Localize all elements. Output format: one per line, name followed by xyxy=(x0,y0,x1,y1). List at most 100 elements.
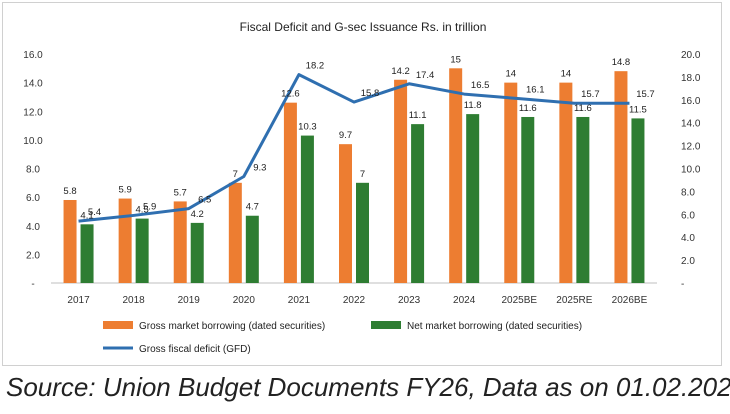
gfd-value-label: 16.5 xyxy=(471,80,490,91)
net-borrowing-bar xyxy=(411,124,425,283)
right-tick-label: - xyxy=(681,279,684,290)
x-tick-label: 2025BE xyxy=(501,295,537,306)
net-borrowing-label: 4.7 xyxy=(246,202,259,213)
source-note: Source: Union Budget Documents FY26, Dat… xyxy=(6,372,730,402)
gfd-value-label: 15.7 xyxy=(636,89,655,100)
x-tick-label: 2019 xyxy=(178,295,201,306)
net-borrowing-bar xyxy=(300,135,314,283)
net-borrowing-label: 11.5 xyxy=(629,104,647,115)
x-tick-label: 2023 xyxy=(398,295,421,306)
gross-borrowing-bar xyxy=(449,68,463,283)
gross-borrowing-label: 14 xyxy=(505,69,516,80)
x-tick-label: 2020 xyxy=(233,295,256,306)
gfd-value-label: 15.8 xyxy=(361,88,380,99)
net-borrowing-label: 7 xyxy=(360,169,365,180)
gross-borrowing-bar xyxy=(394,79,408,283)
legend-label-gfd: Gross fiscal deficit (GFD) xyxy=(139,344,251,355)
gross-borrowing-bar xyxy=(504,82,518,283)
gfd-line xyxy=(78,73,630,223)
right-tick-label: 6.0 xyxy=(681,210,695,221)
gross-borrowing-label: 14.8 xyxy=(612,57,631,68)
gross-borrowing-bar xyxy=(283,102,297,283)
gfd-value-label: 6.5 xyxy=(198,195,211,206)
gfd-value-label: 17.4 xyxy=(416,70,435,81)
net-borrowing-label: 11.6 xyxy=(574,103,592,114)
legend-swatch-net xyxy=(371,321,401,329)
left-tick-label: 12.0 xyxy=(23,107,43,118)
left-tick-label: 8.0 xyxy=(26,165,40,176)
right-tick-label: 14.0 xyxy=(681,119,701,130)
x-tick-label: 2026BE xyxy=(612,295,648,306)
net-borrowing-bar xyxy=(356,182,369,283)
legend-swatch-gross xyxy=(103,321,133,329)
gross-borrowing-label: 5.9 xyxy=(119,185,132,196)
gross-borrowing-bar xyxy=(614,71,628,283)
gfd-value-label: 15.7 xyxy=(581,89,600,100)
net-borrowing-label: 4.1 xyxy=(80,210,93,221)
data-labels-layer: 5.84.15.94.55.74.274.712.610.39.7714.211… xyxy=(63,54,654,221)
net-borrowing-bar xyxy=(190,222,204,283)
net-borrowing-bar xyxy=(631,118,645,283)
net-borrowing-label: 11.1 xyxy=(409,110,427,121)
left-tick-label: 4.0 xyxy=(26,222,40,233)
gfd-line-layer xyxy=(78,73,630,223)
x-tick-label: 2017 xyxy=(67,295,90,306)
gfd-value-label: 9.3 xyxy=(253,163,266,174)
chart-canvas: Fiscal Deficit and G-sec Issuance Rs. in… xyxy=(23,20,701,355)
gfd-value-label: 16.1 xyxy=(526,85,545,96)
gross-borrowing-label: 12.6 xyxy=(281,89,300,100)
net-borrowing-bar xyxy=(466,114,480,283)
x-tick-label: 2024 xyxy=(453,295,476,306)
bars-layer xyxy=(63,68,645,283)
gross-borrowing-label: 9.7 xyxy=(339,130,352,141)
x-tick-label: 2022 xyxy=(343,295,366,306)
gfd-value-label: 5.9 xyxy=(143,201,156,212)
net-borrowing-bar xyxy=(576,116,590,283)
net-borrowing-bar xyxy=(80,224,94,283)
net-borrowing-label: 10.3 xyxy=(298,122,317,133)
right-tick-label: 2.0 xyxy=(681,256,695,267)
right-tick-label: 16.0 xyxy=(681,96,701,107)
net-borrowing-label: 4.5 xyxy=(136,205,149,216)
net-borrowing-bar xyxy=(521,116,535,283)
axes-layer: - 2.0 4.0 6.0 8.0 10.0 12.0 14.0 16.0 - 2.0 4.0 6.0 8… xyxy=(23,50,701,306)
gross-borrowing-bar xyxy=(118,198,132,283)
x-tick-label: 2018 xyxy=(123,295,146,306)
gross-borrowing-bar xyxy=(228,182,242,283)
net-borrowing-bar xyxy=(135,218,149,283)
right-tick-label: 12.0 xyxy=(681,142,701,153)
chart-frame: Fiscal Deficit and G-sec Issuance Rs. in… xyxy=(2,2,722,366)
gross-borrowing-bar xyxy=(559,82,573,283)
net-borrowing-label: 11.8 xyxy=(464,100,482,111)
gross-borrowing-bar xyxy=(173,201,187,283)
legend-label-gross: Gross market borrowing (dated securities… xyxy=(139,321,325,332)
legend-label-net: Net market borrowing (dated securities) xyxy=(407,321,582,332)
gross-borrowing-label: 5.7 xyxy=(174,187,187,198)
left-tick-label: 2.0 xyxy=(26,250,40,261)
gross-borrowing-label: 7 xyxy=(233,169,238,180)
net-borrowing-label: 11.6 xyxy=(519,103,537,114)
right-tick-label: 10.0 xyxy=(681,165,701,176)
net-borrowing-bar xyxy=(245,215,259,283)
left-tick-label: 10.0 xyxy=(23,136,43,147)
gross-borrowing-bar xyxy=(63,199,77,283)
gross-borrowing-label: 14.2 xyxy=(391,66,410,77)
x-tick-label: 2025RE xyxy=(556,295,592,306)
gross-borrowing-label: 14 xyxy=(561,69,572,80)
gross-borrowing-label: 5.8 xyxy=(63,186,76,197)
right-tick-label: 4.0 xyxy=(681,233,695,244)
gfd-value-label: 5.4 xyxy=(88,207,101,218)
legend: Gross market borrowing (dated securities… xyxy=(103,321,582,355)
left-tick-label: 6.0 xyxy=(26,193,40,204)
right-tick-label: 18.0 xyxy=(681,73,701,84)
left-tick-label: 14.0 xyxy=(23,79,43,90)
left-tick-label: 16.0 xyxy=(23,50,43,61)
chart-title: Fiscal Deficit and G-sec Issuance Rs. in… xyxy=(240,20,487,34)
right-tick-label: 8.0 xyxy=(681,187,695,198)
gfd-value-label: 18.2 xyxy=(306,61,325,72)
gross-borrowing-bar xyxy=(339,144,352,283)
gross-borrowing-label: 15 xyxy=(450,54,461,65)
x-tick-label: 2021 xyxy=(288,295,311,306)
left-tick-label: - xyxy=(31,279,34,290)
net-borrowing-label: 4.2 xyxy=(191,209,204,220)
